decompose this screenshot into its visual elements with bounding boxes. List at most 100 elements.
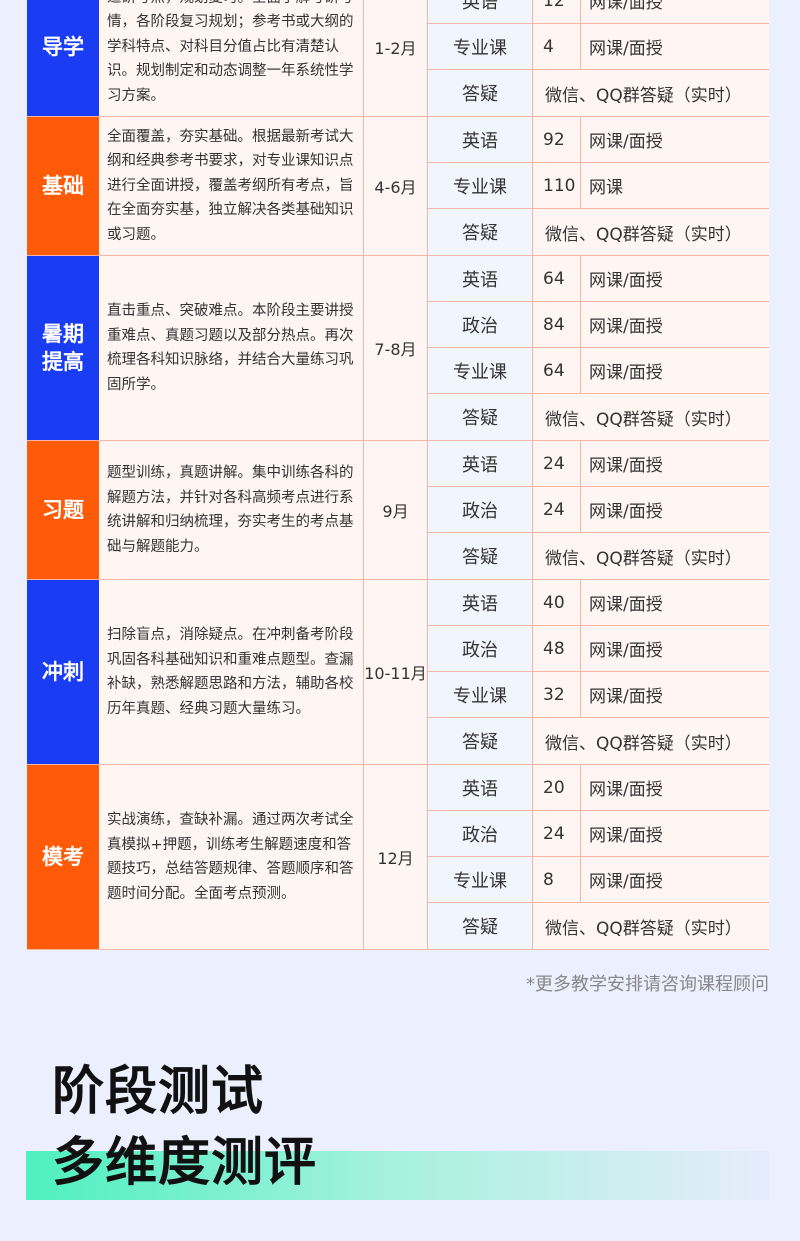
subject-cell: 专业课: [428, 24, 533, 69]
subject-cell: 政治: [428, 626, 533, 671]
subject-cell: 答疑: [428, 209, 533, 255]
subject-cell: 英语: [428, 0, 533, 23]
stage-label: 模考: [42, 845, 84, 869]
table-row: 英语 20 网课/面授: [428, 765, 769, 811]
mode-cell: 网课/面授: [581, 811, 769, 856]
mode-cell: 微信、QQ群答疑（实时）: [533, 533, 769, 579]
table-row: 答疑 微信、QQ群答疑（实时）: [428, 533, 769, 579]
stage-section: 导学 适研考点，规划复习。全面了解考研考情，各阶段复习规划；参考书或大纲的学科特…: [27, 0, 769, 117]
table-row: 英语 24 网课/面授: [428, 441, 769, 487]
hours-cell: 40: [533, 580, 581, 625]
stage-section: 习题 题型训练，真题讲解。集中训练各科的解题方法，并针对各科高频考点进行系统讲解…: [27, 441, 769, 580]
stage-month: 12月: [364, 765, 428, 949]
mode-cell: 网课/面授: [581, 302, 769, 347]
table-row: 政治 84 网课/面授: [428, 302, 769, 348]
mode-cell: 网课/面授: [581, 24, 769, 69]
subject-cell: 专业课: [428, 348, 533, 393]
hours-cell: 24: [533, 811, 581, 856]
table-row: 英语 40 网课/面授: [428, 580, 769, 626]
stage-label: 习题: [42, 498, 84, 522]
hours-cell: 12: [533, 0, 581, 23]
table-row: 答疑 微信、QQ群答疑（实时）: [428, 209, 769, 255]
stage-description: 全面覆盖，夯实基础。根据最新考试大纲和经典参考书要求，对专业课知识点进行全面讲授…: [99, 117, 364, 255]
table-row: 专业课 32 网课/面授: [428, 672, 769, 718]
table-row: 英语 12 网课/面授: [428, 0, 769, 24]
hours-cell: 64: [533, 348, 581, 393]
hours-cell: 110: [533, 163, 581, 208]
subject-cell: 英语: [428, 580, 533, 625]
hours-cell: 32: [533, 672, 581, 717]
subject-cell: 专业课: [428, 857, 533, 902]
stage-month: 4-6月: [364, 117, 428, 255]
subject-cell: 英语: [428, 765, 533, 810]
subject-cell: 专业课: [428, 163, 533, 208]
stage-label-cell: 基础: [27, 117, 99, 255]
stage-label-cell: 冲刺: [27, 580, 99, 764]
stage-description: 直击重点、突破难点。本阶段主要讲授重难点、真题习题以及部分热点。再次梳理各科知识…: [99, 256, 364, 440]
hours-cell: 64: [533, 256, 581, 301]
mode-cell: 网课/面授: [581, 580, 769, 625]
table-row: 专业课 64 网课/面授: [428, 348, 769, 394]
table-row: 英语 64 网课/面授: [428, 256, 769, 302]
course-rows: 英语 12 网课/面授 专业课 4 网课/面授 答疑 微信、QQ群答疑（实时）: [428, 0, 769, 116]
hours-cell: 24: [533, 441, 581, 486]
stage-label-cell: 暑期提高: [27, 256, 99, 440]
subject-cell: 专业课: [428, 672, 533, 717]
mode-cell: 微信、QQ群答疑（实时）: [533, 718, 769, 764]
table-row: 专业课 110 网课: [428, 163, 769, 209]
hours-cell: 8: [533, 857, 581, 902]
stage-section: 冲刺 扫除盲点，消除疑点。在冲刺备考阶段巩固各科基础知识和重难点题型。查漏补缺，…: [27, 580, 769, 765]
section-title-line1: 阶段测试: [52, 1062, 265, 1122]
stage-label: 冲刺: [42, 660, 84, 684]
stage-section: 模考 实战演练，查缺补漏。通过两次考试全真模拟+押题，训练考生解题速度和答题技巧…: [27, 765, 769, 950]
subject-cell: 英语: [428, 117, 533, 162]
hours-cell: 84: [533, 302, 581, 347]
table-row: 政治 24 网课/面授: [428, 487, 769, 533]
section-title-line2: 多维度测评: [52, 1133, 318, 1193]
stage-label-cell: 习题: [27, 441, 99, 579]
mode-cell: 微信、QQ群答疑（实时）: [533, 209, 769, 255]
table-row: 英语 92 网课/面授: [428, 117, 769, 163]
table-row: 政治 24 网课/面授: [428, 811, 769, 857]
hours-cell: 24: [533, 487, 581, 532]
stage-description: 实战演练，查缺补漏。通过两次考试全真模拟+押题，训练考生解题速度和答题技巧，总结…: [99, 765, 364, 949]
stage-label: 暑期提高: [42, 322, 84, 374]
stage-label: 导学: [42, 35, 84, 59]
course-rows: 英语 40 网课/面授 政治 48 网课/面授 专业课 32 网课/面授 答疑 …: [428, 580, 769, 764]
stage-label: 基础: [42, 174, 84, 198]
stage-description: 适研考点，规划复习。全面了解考研考情，各阶段复习规划；参考书或大纲的学科特点、对…: [99, 0, 364, 116]
stage-month: 1-2月: [364, 0, 428, 116]
stage-description: 题型训练，真题讲解。集中训练各科的解题方法，并针对各科高频考点进行系统讲解和归纳…: [99, 441, 364, 579]
subject-cell: 政治: [428, 811, 533, 856]
subject-cell: 答疑: [428, 533, 533, 579]
course-rows: 英语 92 网课/面授 专业课 110 网课 答疑 微信、QQ群答疑（实时）: [428, 117, 769, 255]
hours-cell: 48: [533, 626, 581, 671]
mode-cell: 网课/面授: [581, 765, 769, 810]
stage-month: 9月: [364, 441, 428, 579]
mode-cell: 微信、QQ群答疑（实时）: [533, 903, 769, 949]
stage-label-cell: 导学: [27, 0, 99, 116]
course-rows: 英语 20 网课/面授 政治 24 网课/面授 专业课 8 网课/面授 答疑 微…: [428, 765, 769, 949]
table-row: 答疑 微信、QQ群答疑（实时）: [428, 70, 769, 116]
subject-cell: 政治: [428, 302, 533, 347]
table-row: 答疑 微信、QQ群答疑（实时）: [428, 394, 769, 440]
subject-cell: 答疑: [428, 70, 533, 116]
schedule-table: 导学 适研考点，规划复习。全面了解考研考情，各阶段复习规划；参考书或大纲的学科特…: [27, 0, 769, 950]
subject-cell: 答疑: [428, 718, 533, 764]
subject-cell: 英语: [428, 441, 533, 486]
mode-cell: 网课/面授: [581, 256, 769, 301]
mode-cell: 网课/面授: [581, 348, 769, 393]
subject-cell: 英语: [428, 256, 533, 301]
mode-cell: 网课/面授: [581, 441, 769, 486]
mode-cell: 网课/面授: [581, 487, 769, 532]
table-row: 专业课 8 网课/面授: [428, 857, 769, 903]
stage-description: 扫除盲点，消除疑点。在冲刺备考阶段巩固各科基础知识和重难点题型。查漏补缺，熟悉解…: [99, 580, 364, 764]
subject-cell: 答疑: [428, 903, 533, 949]
mode-cell: 网课/面授: [581, 0, 769, 23]
stage-section: 基础 全面覆盖，夯实基础。根据最新考试大纲和经典参考书要求，对专业课知识点进行全…: [27, 117, 769, 256]
course-rows: 英语 24 网课/面授 政治 24 网课/面授 答疑 微信、QQ群答疑（实时）: [428, 441, 769, 579]
stage-month: 7-8月: [364, 256, 428, 440]
table-row: 政治 48 网课/面授: [428, 626, 769, 672]
mode-cell: 网课: [581, 163, 769, 208]
heading-highlight-band: [26, 1151, 770, 1200]
